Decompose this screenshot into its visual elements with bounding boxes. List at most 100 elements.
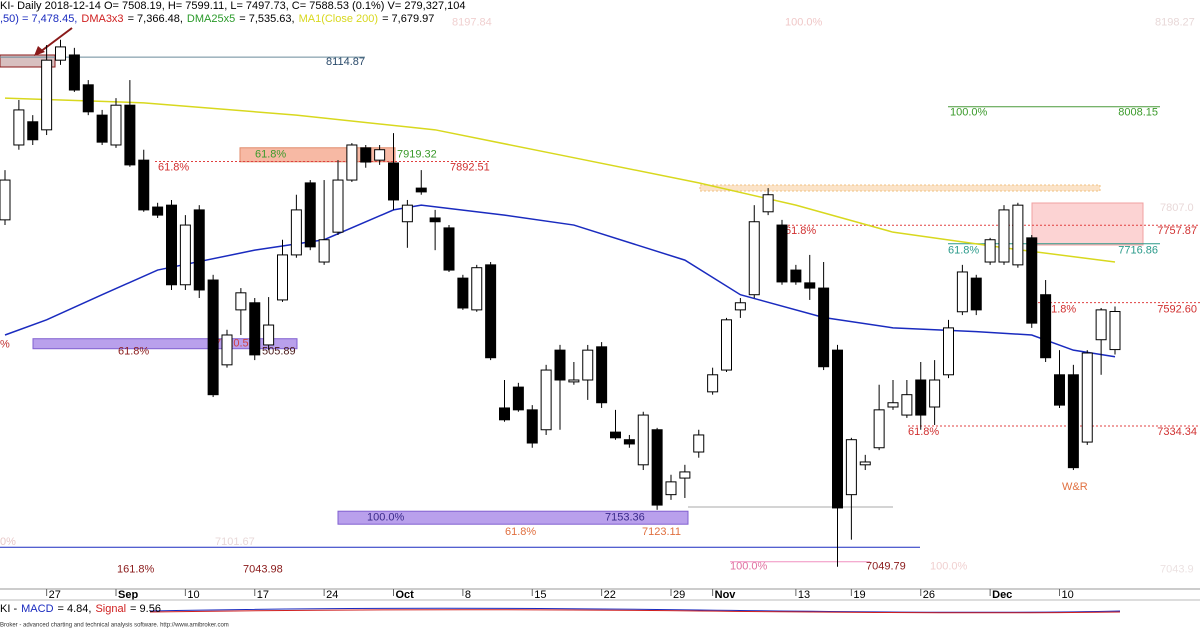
candle-body — [207, 279, 219, 396]
x-tick-label: Dec — [992, 589, 1012, 601]
candle-body — [0, 179, 11, 221]
level-label: 100.0% — [950, 107, 988, 119]
level-label: 7043.98 — [243, 563, 283, 575]
x-tick-label: 13 — [798, 589, 810, 601]
ma-line — [4, 97, 1116, 263]
level-label: 7101.67 — [215, 536, 255, 548]
candle-body — [512, 386, 524, 411]
candle-body — [415, 187, 427, 193]
level-label: 7892.51 — [450, 161, 490, 173]
level-label: 7807.0 — [1160, 202, 1194, 214]
candle-body — [554, 349, 566, 381]
candle-body — [721, 319, 732, 371]
x-tick-label: 22 — [604, 589, 616, 601]
annotation: W&R — [1062, 481, 1088, 493]
candle-body — [68, 54, 80, 91]
candle-body — [110, 104, 122, 146]
x-tick-label: Nov — [715, 589, 737, 601]
candle-body — [970, 277, 982, 311]
arrow — [39, 27, 73, 53]
candle-body — [318, 239, 330, 263]
candle-body — [360, 147, 372, 163]
macd-name: MACD — [21, 603, 53, 615]
level-label: 7153.36 — [605, 512, 645, 524]
candle-body — [374, 149, 386, 161]
candle-body — [679, 471, 691, 479]
chart-title: KI- Daily 2018-12-14 O= 7508.19, H= 7599… — [0, 0, 466, 12]
level-label: 0% — [0, 536, 16, 548]
level-label: 7334.34 — [1157, 426, 1197, 438]
candle-body — [124, 104, 136, 166]
candle-body — [776, 224, 788, 283]
candle-body — [956, 271, 968, 313]
legend-name: DMA3x3 — [81, 13, 123, 25]
level-label: 7123.11 — [642, 526, 681, 538]
level-label: 8197.84 — [452, 17, 492, 29]
level-label: 61.8% — [1045, 303, 1076, 315]
level-label: 61.8% — [118, 346, 149, 358]
level-label: 505.89 — [262, 346, 296, 358]
candle-body — [748, 221, 760, 296]
candle-body — [790, 269, 802, 283]
candle-body — [193, 209, 205, 291]
legend-text: = 7,535.63, — [239, 13, 294, 25]
level-label: 7049.79 — [866, 561, 906, 573]
macd-label: KI - MACD = 4.84, Signal = 9.56 — [0, 603, 161, 615]
level-label: 61.8% — [158, 161, 189, 173]
x-tick-label: 19 — [853, 589, 865, 601]
level-box — [337, 510, 689, 525]
candle-body — [596, 346, 608, 404]
candle-body — [1040, 294, 1052, 359]
candle-body — [457, 277, 469, 309]
level-label: 7716.86 — [1118, 245, 1158, 257]
candle-body — [263, 324, 275, 346]
candle-body — [485, 264, 497, 359]
candle-body — [873, 409, 885, 449]
candle-body — [13, 109, 25, 146]
level-label: 8114.87 — [326, 56, 365, 68]
candle-body — [388, 162, 399, 201]
macd-text: KI - — [0, 603, 17, 615]
candle-body — [138, 159, 150, 211]
candle-body — [943, 327, 954, 376]
level-label: 161.8% — [117, 563, 155, 575]
candle-body — [1026, 237, 1038, 324]
footer: Broker - advanced charting and technical… — [0, 623, 229, 629]
candle-body — [96, 114, 108, 143]
candle-body — [526, 409, 538, 444]
candle-body — [707, 374, 719, 393]
candle-body — [304, 182, 316, 248]
candle-body — [762, 194, 774, 213]
candle-body — [540, 369, 552, 431]
candle-body — [623, 439, 635, 445]
x-tick-label: 10 — [1062, 589, 1074, 601]
candle-body — [1012, 204, 1024, 266]
candle-body — [290, 209, 302, 256]
level-label: 7520.57 — [215, 338, 255, 350]
candle-body — [443, 227, 455, 271]
ma-line — [4, 204, 1116, 358]
candle-body — [887, 402, 899, 408]
legend-text: = 7,366.48, — [128, 13, 183, 25]
candle-body — [582, 349, 594, 381]
candle-body — [1109, 311, 1121, 351]
x-tick-label: 17 — [257, 589, 269, 601]
candle-body — [401, 204, 413, 223]
level-label: 8198.27 — [1155, 17, 1195, 29]
candle-body — [27, 121, 39, 141]
candle-body — [277, 254, 288, 301]
x-tick-label: 10 — [187, 589, 199, 601]
level-label: 7919.32 — [397, 149, 437, 161]
x-tick-label: Oct — [396, 589, 415, 601]
candle-body — [332, 179, 344, 233]
candle-body — [984, 239, 996, 263]
macd-name: Signal — [95, 603, 126, 615]
signal-line — [149, 609, 1121, 614]
candle-body — [901, 394, 913, 416]
candle-body — [665, 481, 677, 496]
level-label: 100.0% — [730, 561, 768, 573]
candle-body — [651, 429, 663, 506]
level-label: 61.8% — [908, 426, 939, 438]
resistance-band — [699, 184, 1101, 192]
